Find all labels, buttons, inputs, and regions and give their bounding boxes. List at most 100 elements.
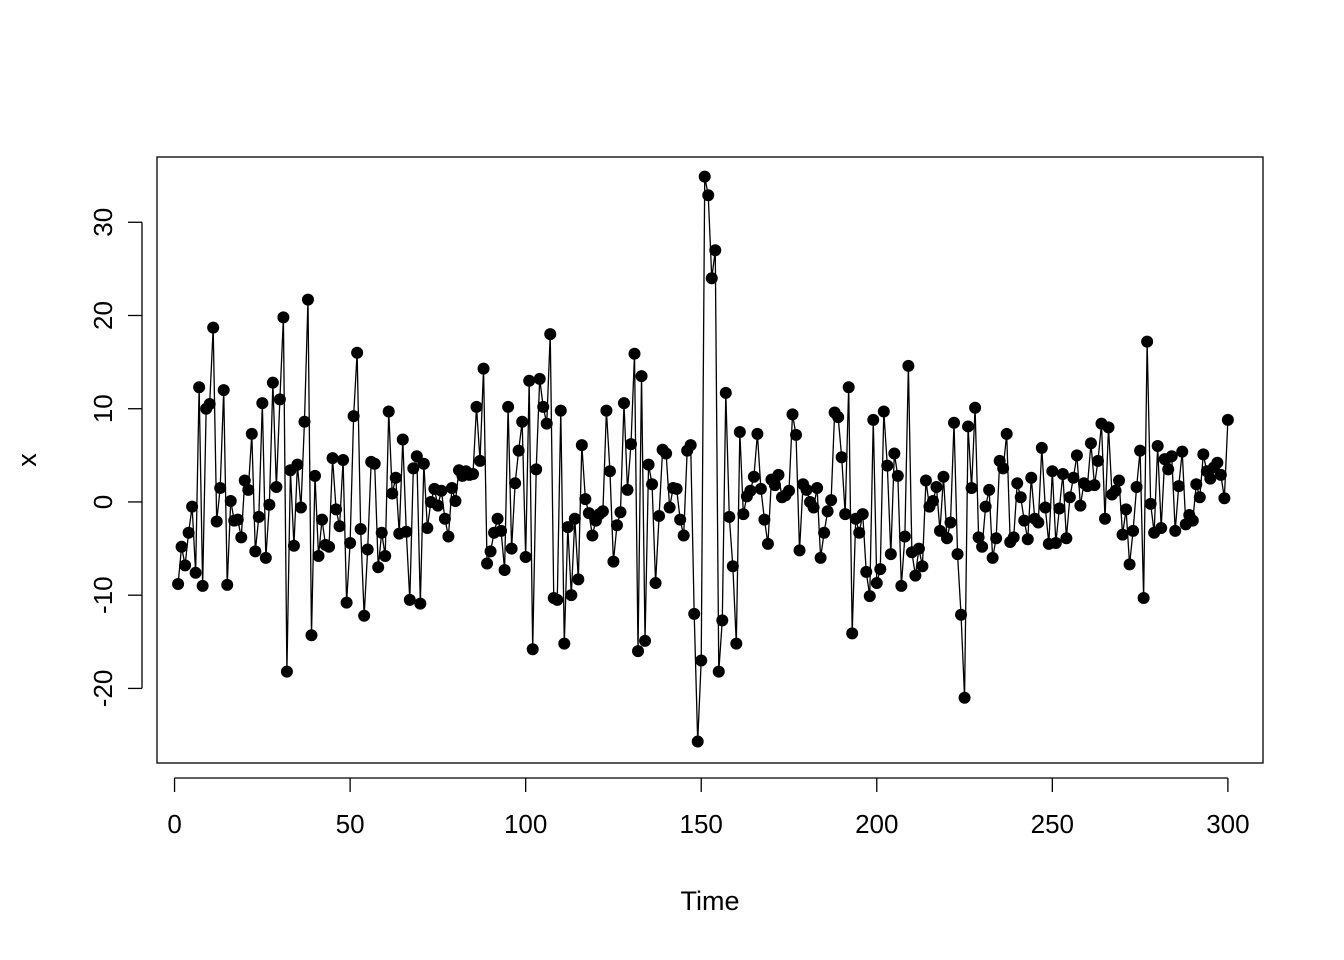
data-point [1025,471,1038,484]
data-point [1193,491,1206,504]
data-point [614,506,627,519]
data-point [958,691,971,704]
data-point [445,481,458,494]
data-point [761,537,774,550]
data-point [870,577,883,590]
data-point [389,471,402,484]
data-point [1172,480,1185,493]
data-point [702,189,715,202]
data-point [1039,501,1052,514]
data-point [1165,450,1178,463]
data-point [1018,514,1031,527]
data-point [193,381,206,394]
data-point [1014,491,1027,504]
data-point [835,451,848,464]
data-point [351,346,364,359]
data-point [354,522,367,535]
data-point [807,501,820,514]
data-point [263,498,276,511]
data-point [312,550,325,563]
data-point [814,551,827,564]
data-point [1204,472,1217,485]
data-point [379,550,392,563]
data-point [530,463,543,476]
data-point [386,487,399,500]
data-point [1211,456,1224,469]
data-point [1151,440,1164,453]
data-point [712,665,725,678]
data-point [793,544,806,557]
data-point [495,524,508,537]
data-point [955,608,968,621]
data-point [368,457,381,470]
data-point [309,469,321,482]
data-point [252,510,265,523]
data-point [688,607,701,620]
data-point [1046,465,1059,478]
data-point [326,452,339,465]
data-point [403,593,416,606]
data-point [1120,503,1133,516]
data-point [477,362,490,375]
data-point [705,272,718,285]
series-line [177,175,1229,743]
data-point [175,540,188,553]
data-point [902,359,915,372]
data-point [646,478,659,491]
data-point [238,474,251,487]
data-point [568,512,581,525]
y-tick-label: -20 [88,670,118,708]
data-point [733,426,746,439]
data-point [941,532,953,545]
data-point [821,505,834,518]
data-point [737,508,750,521]
data-point [1063,491,1076,504]
data-point [372,561,385,574]
data-point [1088,479,1101,492]
data-point [944,516,957,529]
data-point [396,433,409,446]
data-point [558,637,571,650]
series-layer [172,170,1234,748]
data-point [1130,481,1143,494]
data-point [586,529,599,542]
data-point [1102,421,1115,434]
data-point [203,398,216,411]
data-point [207,321,220,334]
data-point [1099,512,1111,525]
data-point [632,645,645,658]
data-point [691,735,704,748]
data-point [1084,437,1097,450]
data-point [818,526,831,539]
data-point [189,566,202,579]
data-point [1190,478,1203,491]
data-point [1056,467,1069,480]
data-point [979,500,992,513]
data-point [976,540,989,553]
plot-frame [156,156,1264,764]
data-point [842,381,855,394]
data-point [951,548,964,561]
data-point [909,569,922,582]
data-point [881,459,894,472]
data-point [719,386,732,399]
y-axis: -20 -10 0 10 20 30 [88,208,143,708]
x-tick-label: 50 [336,809,365,839]
y-tick-label: 30 [88,208,118,237]
data-point [210,515,223,528]
data-point [221,578,234,591]
data-point [912,542,925,555]
data-point [695,654,708,667]
data-point [214,481,227,494]
data-point [811,481,824,494]
data-point [1169,524,1182,537]
data-point [997,462,1010,475]
x-axis-title: Time [681,886,740,916]
data-point [600,404,613,417]
data-point [867,413,880,426]
data-point [196,579,209,592]
data-point [1214,468,1227,481]
data-point [516,415,529,428]
data-point [1113,474,1126,487]
data-point [287,539,300,552]
